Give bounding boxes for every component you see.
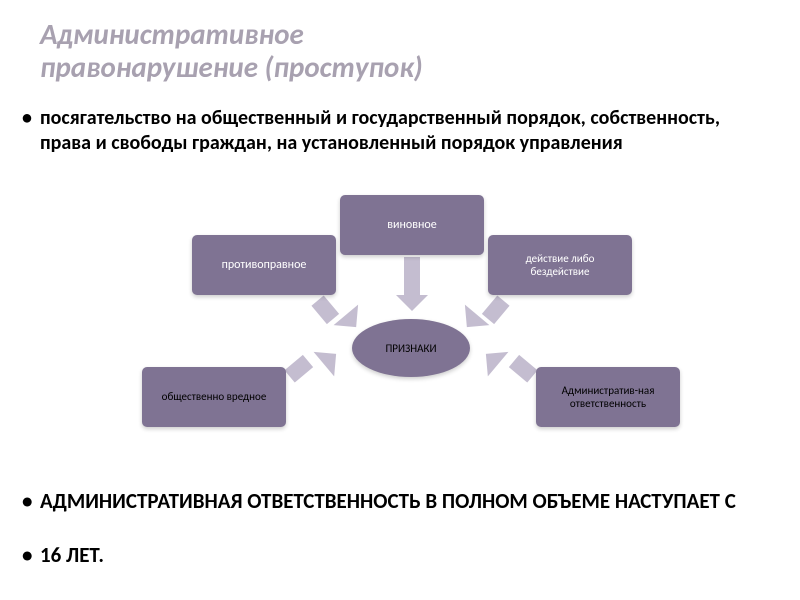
arrow-bl	[284, 355, 313, 383]
arrow-tr	[482, 295, 510, 324]
arrow-top-head	[396, 295, 428, 311]
bullet-1: посягательство на общественный и государ…	[40, 106, 770, 156]
node-top-right: действие либо бездействие	[488, 235, 632, 295]
center-node: ПРИЗНАКИ	[352, 319, 470, 377]
node-bottom-left: общественно вредное	[142, 367, 286, 427]
node-bottom-right: Административ-ная ответственность	[536, 367, 680, 427]
arrow-br-head	[476, 342, 509, 377]
bullet-3: 16 ЛЕТ.	[40, 542, 770, 568]
node-top-left: противоправное	[192, 235, 336, 295]
title-line2: правонарушение (проступок)	[40, 49, 423, 85]
slide-title: Административное правонарушение (проступ…	[40, 18, 423, 85]
node-top: виновное	[340, 195, 484, 255]
bullet-2: АДМИНИСТРАТИВНАЯ ОТВЕТСТВЕННОСТЬ В ПОЛНО…	[40, 488, 770, 514]
title-line1: Административное	[40, 16, 304, 52]
arrow-br	[509, 355, 538, 383]
arrow-top	[404, 257, 420, 297]
arrow-tl	[311, 295, 339, 324]
arrow-bl-head	[314, 342, 347, 377]
signs-diagram: ПРИЗНАКИ виновное противоправное действи…	[130, 195, 690, 475]
